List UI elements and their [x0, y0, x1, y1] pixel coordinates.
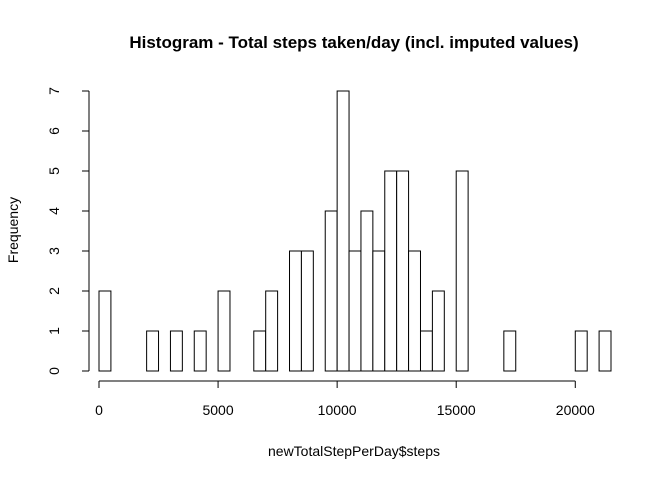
- x-tick-label: 0: [95, 402, 103, 418]
- x-tick-label: 20000: [556, 402, 595, 418]
- histogram-bar: [598, 330, 612, 372]
- chart-title: Histogram - Total steps taken/day (incl.…: [129, 33, 578, 52]
- histogram-bar: [98, 290, 112, 372]
- y-tick-label: 7: [46, 87, 62, 95]
- histogram-bar: [300, 250, 314, 372]
- histogram-bar: [169, 330, 183, 372]
- histogram-bar: [455, 170, 469, 372]
- y-axis-label: Frequency: [5, 197, 21, 263]
- x-tick-label: 5000: [202, 402, 233, 418]
- y-tick-label: 0: [46, 367, 62, 375]
- histogram-bar: [265, 290, 279, 372]
- histogram-bar: [360, 210, 374, 372]
- histogram-bar: [419, 330, 433, 372]
- x-axis-label: newTotalStepPerDay$steps: [268, 443, 440, 459]
- y-tick-label: 5: [46, 167, 62, 175]
- bars-group: [98, 90, 612, 372]
- x-tick-label: 15000: [437, 402, 476, 418]
- histogram-bar: [384, 170, 398, 372]
- y-tick-label: 3: [46, 247, 62, 255]
- histogram-bar: [253, 330, 267, 372]
- histogram-bar: [289, 250, 302, 372]
- histogram-bar: [336, 90, 350, 372]
- x-axis: 0 5000 10000 15000 20000: [95, 380, 595, 418]
- x-tick-label: 10000: [318, 402, 357, 418]
- y-tick-label: 2: [46, 287, 62, 295]
- histogram-bar: [431, 290, 445, 372]
- histogram-bar: [396, 170, 410, 372]
- y-tick-label: 6: [46, 127, 62, 135]
- histogram-bar: [324, 210, 338, 372]
- histogram-bar: [408, 250, 421, 372]
- histogram-bar: [503, 330, 517, 372]
- histogram-bar: [348, 250, 362, 372]
- histogram-bar: [193, 330, 207, 372]
- histogram-bar: [372, 250, 386, 372]
- histogram-bar: [217, 290, 231, 372]
- y-tick-label: 1: [46, 327, 62, 335]
- histogram-bar: [574, 330, 588, 372]
- y-tick-label: 4: [46, 207, 62, 215]
- histogram-bar: [146, 330, 160, 372]
- y-axis: 0 1 2 3 4 5 6 7: [46, 87, 90, 375]
